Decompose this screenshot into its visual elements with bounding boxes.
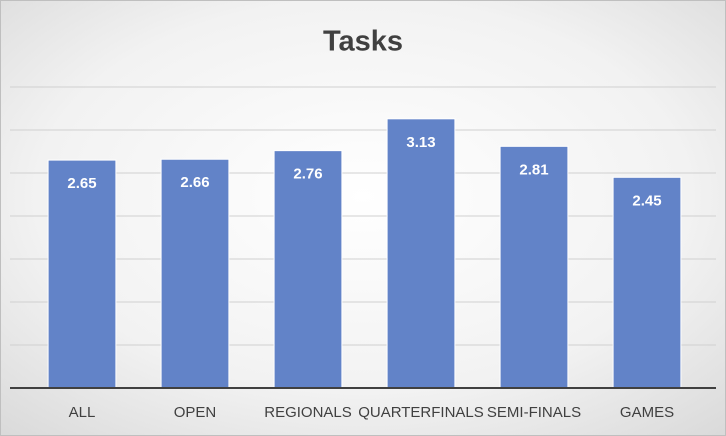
data-label: 2.66	[180, 174, 209, 191]
bar	[499, 145, 569, 389]
data-label: 2.81	[519, 161, 548, 178]
x-tick-label: GAMES	[620, 404, 674, 421]
x-tick-label: REGIONALS	[264, 404, 352, 421]
bar	[386, 118, 456, 389]
bar	[273, 150, 343, 389]
bar	[160, 158, 230, 389]
data-label: 3.13	[406, 134, 435, 151]
bar	[47, 159, 117, 389]
x-tick-label: ALL	[69, 404, 96, 421]
data-label: 2.45	[632, 192, 661, 209]
x-tick-label: OPEN	[174, 404, 217, 421]
data-label: 2.76	[293, 166, 322, 183]
data-label: 2.65	[67, 175, 96, 192]
x-tick-label: QUARTERFINALS	[358, 404, 484, 421]
x-tick-label: SEMI-FINALS	[487, 404, 581, 421]
bar	[612, 176, 682, 389]
chart-title: Tasks	[323, 26, 403, 58]
